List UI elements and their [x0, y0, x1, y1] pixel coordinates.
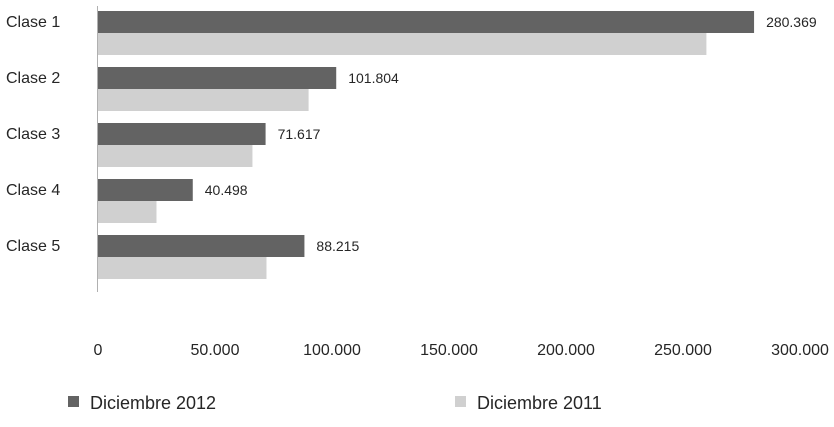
- x-tick-label: 150.000: [420, 342, 478, 359]
- bar-series1-1: [98, 11, 755, 33]
- bar-series2-2: [98, 89, 309, 111]
- data-label: 280.369: [766, 14, 817, 30]
- bar-series1-5: [98, 235, 305, 257]
- x-tick-label: 250.000: [654, 342, 712, 359]
- legend-swatch: [455, 396, 466, 407]
- bar-series2-5: [98, 257, 267, 279]
- data-labels: 280.369 101.804 71.617 40.498 88.215: [205, 14, 817, 254]
- data-label: 40.498: [205, 182, 248, 198]
- category-label: Clase 4: [6, 182, 60, 199]
- legend-label: Diciembre 2011: [477, 393, 602, 413]
- bars-group: [98, 11, 755, 279]
- legend-label: Diciembre 2012: [90, 393, 216, 413]
- category-label: Clase 1: [6, 14, 60, 31]
- bar-series1-2: [98, 67, 337, 89]
- category-label: Clase 3: [6, 126, 60, 143]
- bar-series2-1: [98, 33, 707, 55]
- x-tick-label: 0: [94, 342, 103, 359]
- bar-series1-4: [98, 179, 193, 201]
- bar-series2-4: [98, 201, 157, 223]
- x-tick-label: 100.000: [303, 342, 361, 359]
- bar-series2-3: [98, 145, 253, 167]
- data-label: 71.617: [278, 126, 321, 142]
- data-label: 101.804: [348, 70, 399, 86]
- x-tick-labels: 0 50.000 100.000 150.000 200.000 250.000 300.0…: [94, 342, 829, 359]
- bar-series1-3: [98, 123, 266, 145]
- x-tick-label: 200.000: [537, 342, 595, 359]
- legend: Diciembre 2012 Diciembre 2011: [68, 393, 602, 413]
- data-label: 88.215: [316, 238, 359, 254]
- legend-swatch: [68, 396, 79, 407]
- x-tick-label: 300.000: [771, 342, 829, 359]
- category-labels: Clase 1 Clase 2 Clase 3 Clase 4 Clase 5: [6, 14, 60, 255]
- category-label: Clase 5: [6, 238, 60, 255]
- category-label: Clase 2: [6, 70, 60, 87]
- x-tick-label: 50.000: [191, 342, 240, 359]
